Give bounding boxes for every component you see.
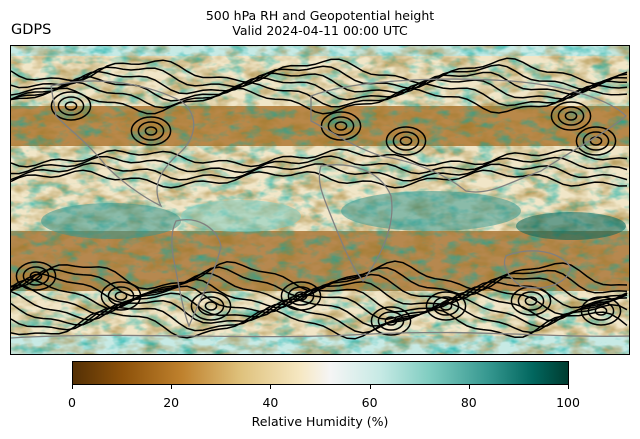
height-contour-ring [510,286,552,316]
height-contour-ring [399,136,413,146]
height-contour-ring [57,96,85,116]
geopotential-contours [11,57,628,340]
height-contour-ring [327,116,355,136]
height-contour-ring [100,281,142,311]
height-contour [11,155,628,175]
height-contour-ring [582,131,610,151]
title-line-1: 500 hPa RH and Geopotential height [205,8,435,23]
height-contour-ring [370,306,412,336]
model-label: GDPS [11,22,52,38]
colorbar-label: Relative Humidity (%) [251,414,389,429]
height-contour-ring [50,91,92,121]
height-contour-ring [280,281,322,311]
map-panel [10,45,630,355]
colorbar-ticks: 0 20 40 60 80 100 [68,385,580,415]
height-contour-ring [575,126,617,156]
height-contour-ring [294,291,308,301]
colorbar-tick [369,385,371,389]
height-contour-ring [107,286,135,306]
colorbar-tick-label: 80 [460,395,477,410]
colorbar-tick [270,385,272,389]
colorbar [72,361,569,385]
height-contour [11,296,628,328]
height-contour-ring [425,291,467,321]
colorbar-tick [72,385,73,389]
colorbar-tick [568,385,569,389]
height-contour [11,76,627,102]
height-contour-ring [580,296,622,326]
chart-title: 500 hPa RH and Geopotential height Valid… [0,8,640,38]
australia-outline [503,250,572,289]
height-contour-ring [524,296,538,306]
height-contour-ring [587,301,615,321]
rh-geopotential-map [11,46,629,354]
height-contour-ring [144,126,158,136]
coastlines [11,78,629,339]
height-contour-ring [64,101,78,111]
height-contour-ring [204,301,218,311]
height-contour-ring [392,131,420,151]
height-contour [11,70,628,96]
height-contour [11,64,628,91]
height-contour-ring [114,291,128,301]
eurasia-outline [310,78,627,193]
height-contour-ring [557,106,585,126]
height-contour [11,148,628,168]
north-america-outline [50,80,195,208]
colorbar-tick-label: 40 [262,395,279,410]
height-contour-ring [190,291,232,321]
height-contour-ring [29,271,43,281]
colorbar-tick [468,385,470,389]
height-contour-ring [197,296,225,316]
height-contour-ring [130,116,172,146]
height-contour [11,87,628,115]
height-contour-ring [517,291,545,311]
height-contour-ring [564,111,578,121]
height-contour-ring [384,316,398,326]
rh-moist-tropics [41,191,626,240]
height-contour-ring [432,296,460,316]
height-contour [11,57,628,85]
colorbar-tick [171,385,173,389]
title-line-2: Valid 2024-04-11 00:00 UTC [232,23,408,38]
height-contour [11,81,628,109]
height-contour-ring [15,261,57,291]
height-contour-ring [287,286,315,306]
height-contour-ring [334,121,348,131]
height-contour [11,162,628,182]
height-contour-ring [137,121,165,141]
colorbar-tick-label: 60 [361,395,378,410]
height-contour-ring [385,126,427,156]
height-contour-ring [377,311,405,331]
africa-outline [318,164,393,283]
colorbar-tick-label: 100 [556,395,580,410]
antarctica-outline [11,331,629,339]
height-contour [11,308,628,340]
height-contour-ring [439,301,453,311]
colorbar-tick-label: 20 [163,395,180,410]
height-contour [11,302,628,334]
height-contour-ring [550,101,592,131]
height-contour-ring [594,306,608,316]
south-america-outline [171,219,222,328]
colorbar-tick-label: 0 [68,395,76,410]
height-contour-ring [22,266,50,286]
